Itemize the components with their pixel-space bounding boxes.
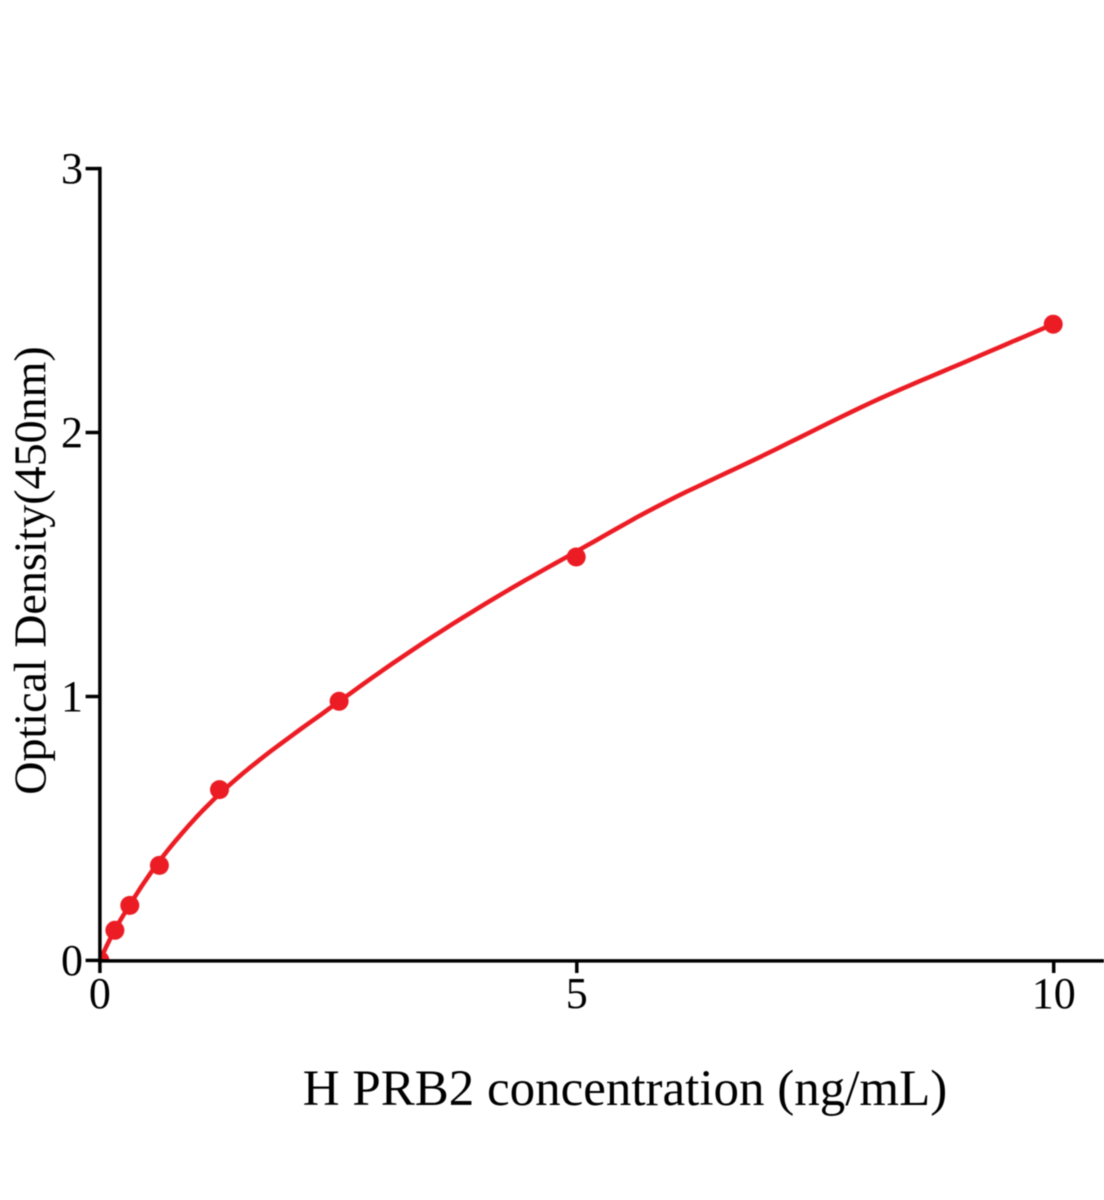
svg-text:2: 2	[61, 408, 83, 457]
svg-text:H PRB2 concentration (ng/mL): H PRB2 concentration (ng/mL)	[303, 1061, 947, 1117]
svg-text:Optical Density(450nm): Optical Density(450nm)	[5, 346, 56, 794]
svg-text:3: 3	[61, 144, 83, 193]
svg-text:1: 1	[61, 672, 83, 721]
svg-text:5: 5	[566, 969, 588, 1018]
svg-text:0: 0	[89, 969, 111, 1018]
svg-text:10: 10	[1032, 969, 1076, 1018]
svg-text:0: 0	[61, 936, 83, 985]
